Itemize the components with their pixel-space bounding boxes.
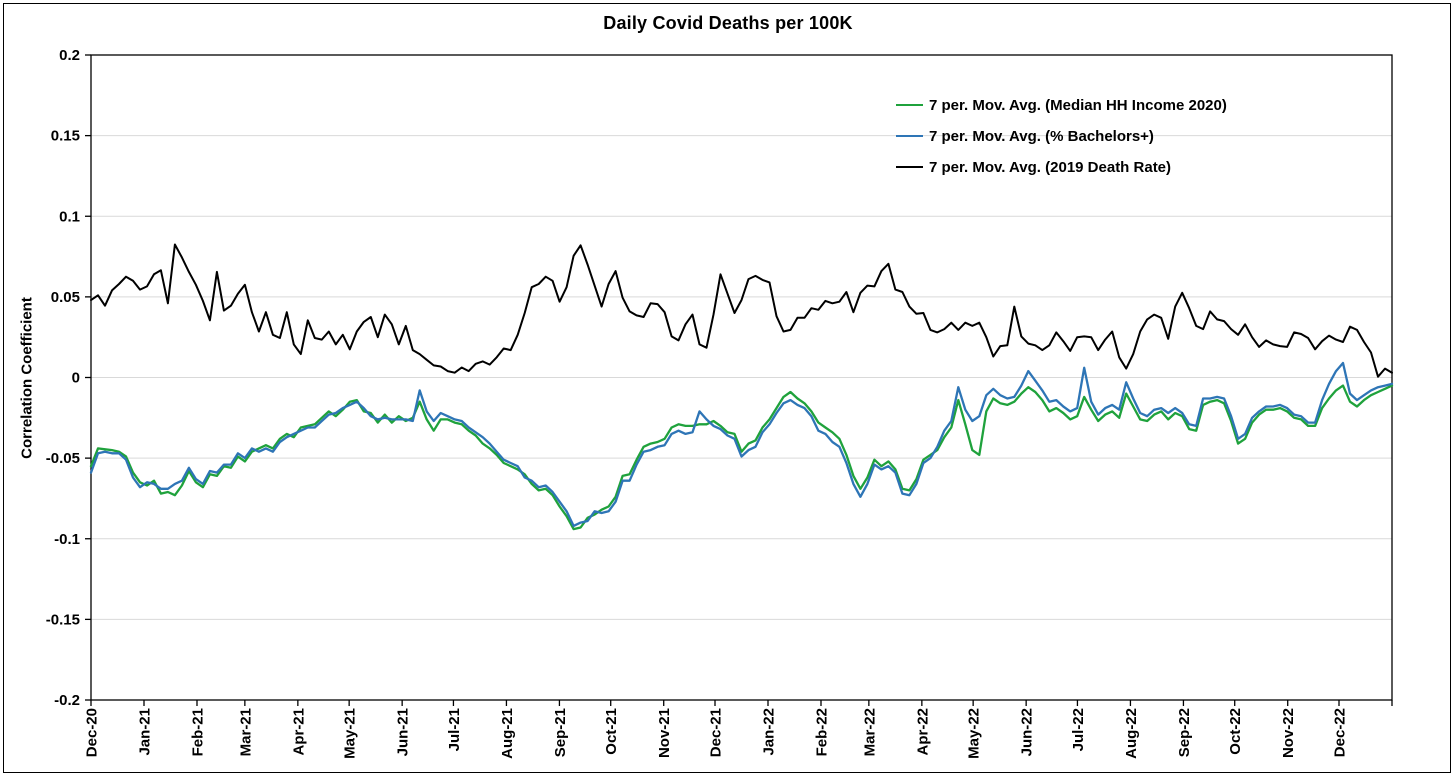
- x-tick-label: Jun-21: [395, 708, 412, 756]
- legend-swatch-icon: [896, 135, 923, 137]
- y-tick-label: 0.2: [59, 47, 80, 64]
- x-tick-label: Dec-20: [84, 708, 101, 757]
- x-tick-label: Feb-21: [189, 708, 206, 756]
- legend-swatch-icon: [896, 104, 923, 106]
- y-tick-label: -0.15: [46, 611, 80, 628]
- y-tick-label: 0: [72, 370, 80, 387]
- x-tick-label: Apr-21: [290, 708, 307, 756]
- legend: 7 per. Mov. Avg. (Median HH Income 2020)…: [896, 94, 1227, 187]
- x-tick-label: Aug-22: [1123, 708, 1140, 759]
- x-tick-label: Jan-22: [760, 708, 777, 756]
- x-tick-label: Sep-21: [552, 708, 569, 757]
- x-tick-label: Jun-22: [1019, 708, 1036, 756]
- x-tick-label: Mar-22: [861, 708, 878, 756]
- x-tick-label: Aug-21: [499, 708, 516, 759]
- x-tick-label: Feb-22: [813, 708, 830, 756]
- chart-title: Daily Covid Deaths per 100K: [603, 13, 853, 33]
- x-tick-label: Nov-21: [656, 708, 673, 758]
- x-tick-label: May-21: [342, 708, 359, 759]
- y-tick-label: -0.1: [54, 531, 80, 548]
- x-tick-label: Dec-22: [1332, 708, 1349, 757]
- x-tick-label: Jul-21: [446, 708, 463, 751]
- x-tick-label: May-22: [966, 708, 983, 759]
- legend-label: 7 per. Mov. Avg. (Median HH Income 2020): [929, 96, 1227, 114]
- legend-item-1: 7 per. Mov. Avg. (% Bachelors+): [896, 125, 1227, 147]
- x-tick-label: Sep-22: [1176, 708, 1193, 757]
- legend-item-2: 7 per. Mov. Avg. (2019 Death Rate): [896, 156, 1227, 178]
- y-tick-label: 0.15: [51, 128, 80, 145]
- x-tick-label: Nov-22: [1280, 708, 1297, 758]
- series-line-2: [90, 243, 1393, 378]
- legend-swatch-icon: [896, 166, 923, 168]
- y-tick-label: -0.2: [54, 692, 80, 709]
- x-tick-label: Oct-21: [603, 708, 620, 755]
- series-line-1: [89, 361, 1394, 528]
- y-tick-label: 0.05: [51, 289, 80, 306]
- x-tick-label: Apr-22: [914, 708, 931, 756]
- legend-item-0: 7 per. Mov. Avg. (Median HH Income 2020): [896, 94, 1227, 116]
- y-tick-label: 0.1: [59, 208, 80, 225]
- x-tick-label: Jan-21: [136, 708, 153, 756]
- x-tick-label: Dec-21: [708, 708, 725, 757]
- legend-label: 7 per. Mov. Avg. (2019 Death Rate): [929, 158, 1172, 176]
- y-tick-label: -0.05: [46, 450, 80, 467]
- legend-label: 7 per. Mov. Avg. (% Bachelors+): [929, 127, 1154, 145]
- x-tick-label: Jul-22: [1070, 708, 1087, 751]
- x-tick-label: Mar-21: [237, 708, 254, 756]
- x-tick-label: Oct-22: [1227, 708, 1244, 755]
- series-line-0: [89, 384, 1394, 531]
